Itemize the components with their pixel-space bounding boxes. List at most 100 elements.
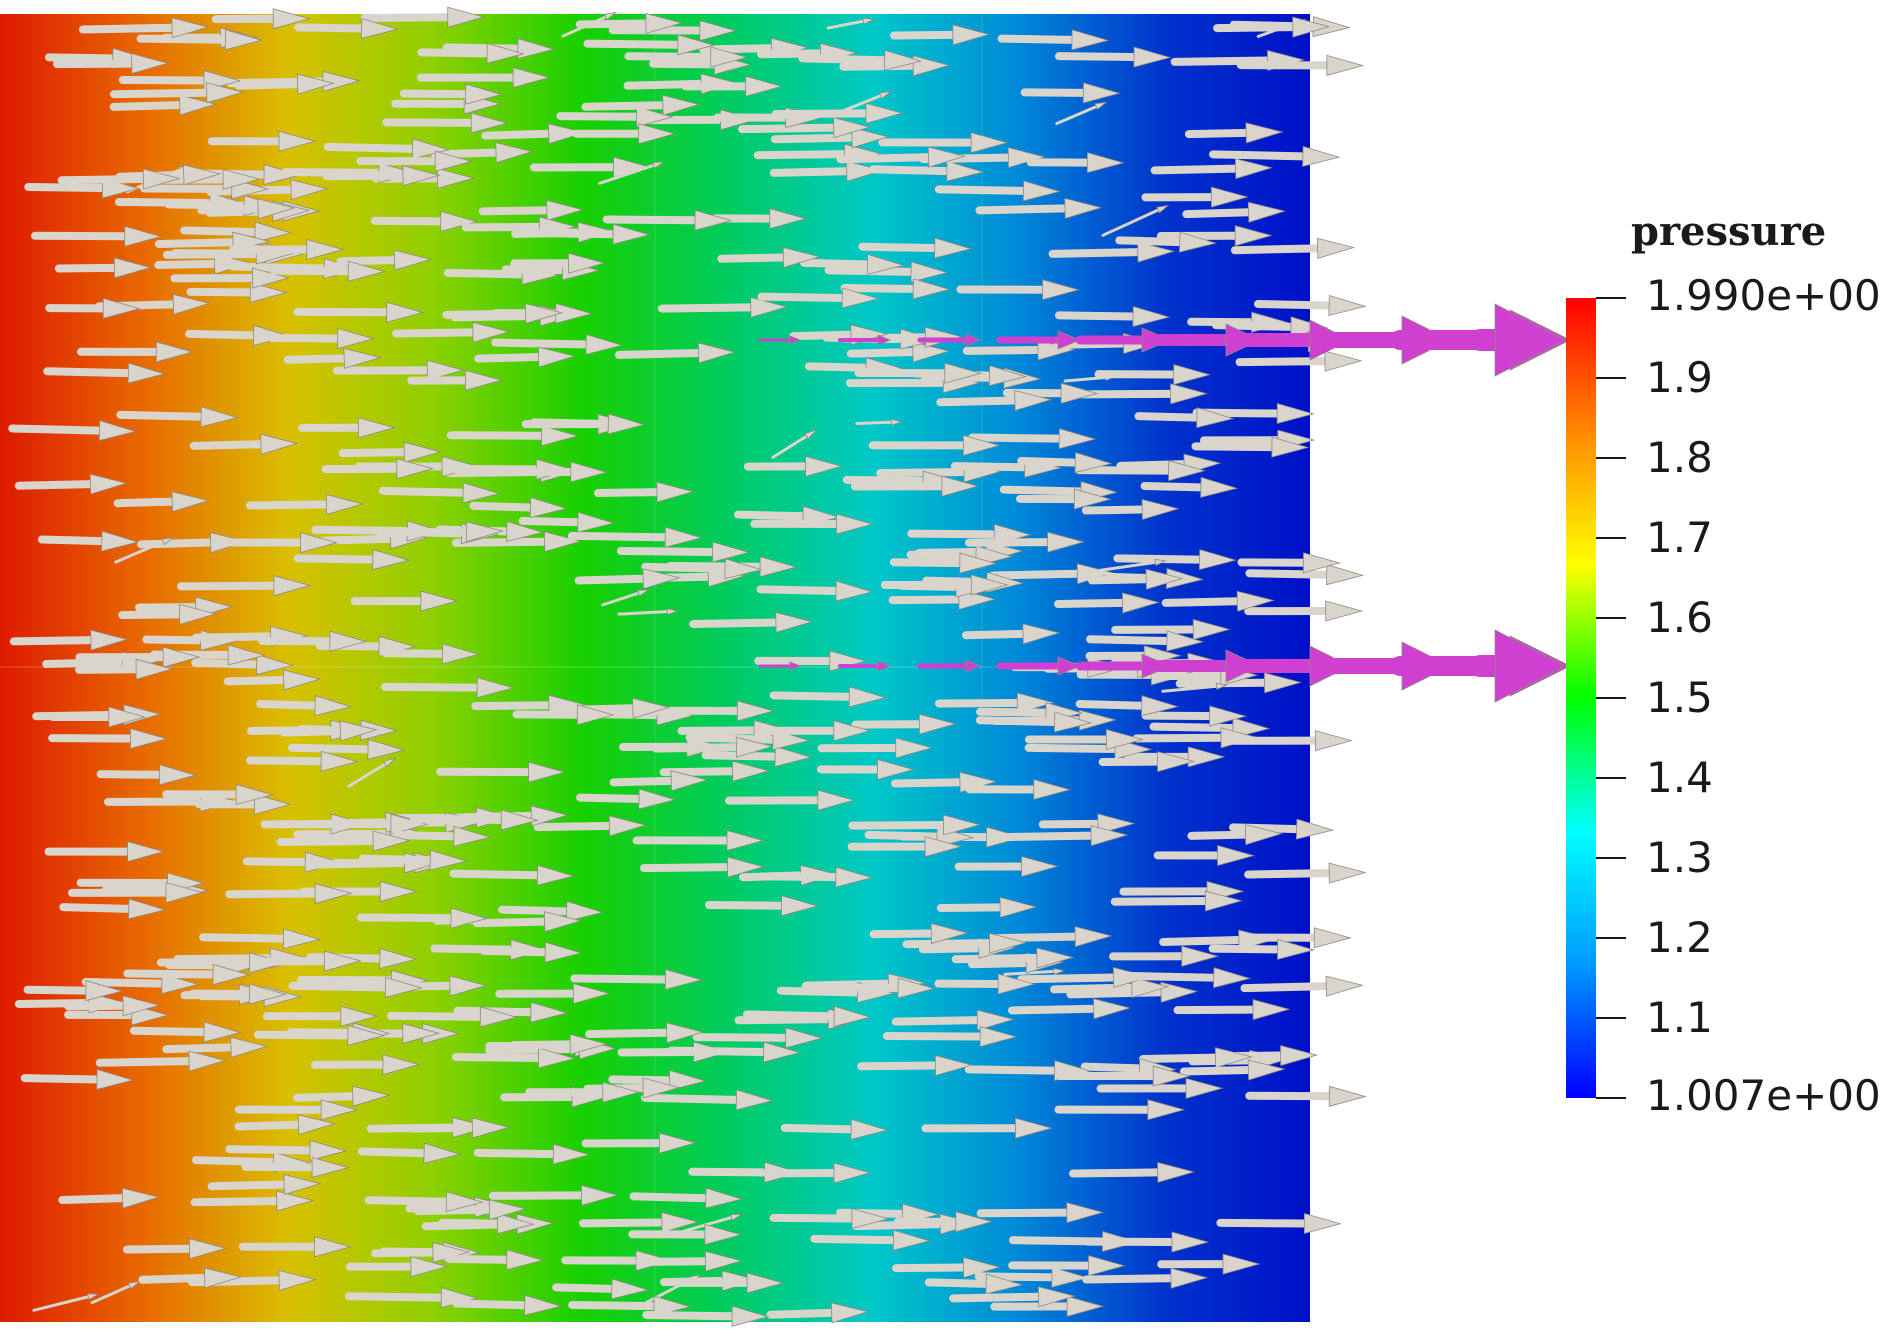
velocity-arrow xyxy=(207,130,317,152)
velocity-arrow xyxy=(392,321,511,343)
velocity-arrow xyxy=(934,973,1036,995)
velocity-arrow xyxy=(113,491,210,513)
velocity-arrow xyxy=(743,455,843,477)
velocity-arrow xyxy=(445,1249,545,1271)
velocity-arrow xyxy=(1140,476,1239,498)
velocity-arrow xyxy=(1469,629,1566,703)
velocity-arrow xyxy=(510,1033,608,1055)
velocity-arrow xyxy=(570,968,703,990)
velocity-arrow xyxy=(1116,967,1252,989)
velocity-arrow xyxy=(838,660,892,672)
velocity-arrow xyxy=(409,809,539,831)
velocity-arrow xyxy=(1230,237,1356,259)
velocity-arrow xyxy=(48,728,168,750)
colorbar-tick-label: 1.5 xyxy=(1646,673,1713,722)
velocity-arrow xyxy=(917,333,982,347)
velocity-arrow xyxy=(512,704,615,726)
velocity-arrow xyxy=(996,825,1129,847)
velocity-arrow xyxy=(924,1273,1024,1295)
velocity-arrow xyxy=(1161,682,1228,693)
velocity-arrow xyxy=(350,590,459,612)
velocity-arrow xyxy=(225,883,353,905)
velocity-arrow xyxy=(323,138,451,160)
colorbar-title: pressure xyxy=(1631,208,1826,255)
velocity-arrow xyxy=(495,983,611,1005)
velocity-arrow xyxy=(1237,552,1341,574)
velocity-arrow xyxy=(1098,751,1195,773)
colorbar-gradient xyxy=(1566,298,1596,1098)
velocity-arrow xyxy=(170,267,290,289)
velocity-arrow xyxy=(1235,350,1363,372)
velocity-arrow xyxy=(763,866,874,888)
velocity-arrow xyxy=(189,433,299,455)
velocity-arrow xyxy=(771,102,904,124)
velocity-arrow xyxy=(370,210,479,232)
velocity-arrow xyxy=(758,661,802,671)
velocity-arrow xyxy=(639,856,766,878)
velocity-arrow xyxy=(902,932,1028,954)
velocity-arrow xyxy=(211,8,311,30)
velocity-arrow xyxy=(1109,945,1220,967)
velocity-arrow xyxy=(413,1199,527,1221)
velocity-arrow xyxy=(854,362,983,384)
velocity-arrow xyxy=(510,252,606,274)
velocity-arrow xyxy=(692,1027,824,1049)
velocity-arrow xyxy=(556,106,675,128)
velocity-arrow xyxy=(583,34,716,56)
velocity-arrow xyxy=(356,150,473,172)
velocity-arrow xyxy=(990,1295,1105,1317)
velocity-arrow xyxy=(742,1005,872,1027)
velocity-arrow xyxy=(1008,1255,1126,1277)
velocity-arrow xyxy=(552,1278,650,1300)
velocity-arrow xyxy=(1111,618,1231,641)
velocity-arrow xyxy=(109,94,218,116)
velocity-arrow xyxy=(294,17,400,40)
velocity-arrow xyxy=(1141,186,1249,208)
velocity-arrow xyxy=(838,334,892,346)
velocity-arrow xyxy=(956,279,1081,301)
velocity-arrow xyxy=(1184,122,1284,144)
velocity-arrow xyxy=(234,1114,336,1136)
velocity-arrow xyxy=(186,281,288,303)
velocity-arrow xyxy=(602,209,733,231)
velocity-arrow xyxy=(598,161,666,185)
velocity-arrow xyxy=(869,922,969,944)
velocity-arrow xyxy=(416,67,551,89)
velocity-arrow xyxy=(474,346,577,368)
velocity-arrow xyxy=(576,788,677,810)
velocity-arrow xyxy=(481,123,587,145)
velocity-arrow xyxy=(1077,383,1209,405)
velocity-arrow xyxy=(676,1272,785,1294)
velocity-arrow xyxy=(267,327,376,350)
velocity-arrow xyxy=(357,1142,462,1164)
velocity-arrow xyxy=(310,1054,421,1076)
velocity-arrow xyxy=(1099,558,1167,572)
velocity-arrow xyxy=(667,1041,802,1063)
velocity-arrow xyxy=(96,764,198,786)
velocity-arrow xyxy=(798,49,923,71)
velocity-arrow xyxy=(1082,1267,1209,1289)
velocity-arrow xyxy=(609,770,709,792)
velocity-arrow xyxy=(1054,46,1172,68)
velocity-arrow xyxy=(1187,824,1283,846)
velocity-arrow xyxy=(9,629,129,651)
colorbar-max-label: 1.990e+00 xyxy=(1646,271,1881,320)
velocity-arrow xyxy=(1115,231,1218,253)
highlighted-flow-arrows xyxy=(758,303,1571,703)
velocity-arrow xyxy=(14,473,128,495)
velocity-arrow xyxy=(581,94,701,116)
velocity-arrow xyxy=(1094,364,1212,386)
velocity-arrow xyxy=(452,1294,563,1316)
velocity-arrow xyxy=(762,1162,872,1184)
velocity-arrow xyxy=(8,420,137,442)
velocity-arrow xyxy=(996,656,1082,676)
velocity-arrow xyxy=(961,623,1061,645)
velocity-arrow xyxy=(1216,1212,1342,1235)
velocity-arrow xyxy=(855,418,903,426)
velocity-arrow xyxy=(1101,204,1170,237)
velocity-arrow xyxy=(129,1021,242,1043)
velocity-arrow xyxy=(380,677,515,699)
velocity-arrow xyxy=(826,17,875,30)
velocity-arrow xyxy=(641,558,763,580)
velocity-arrow xyxy=(53,53,170,75)
